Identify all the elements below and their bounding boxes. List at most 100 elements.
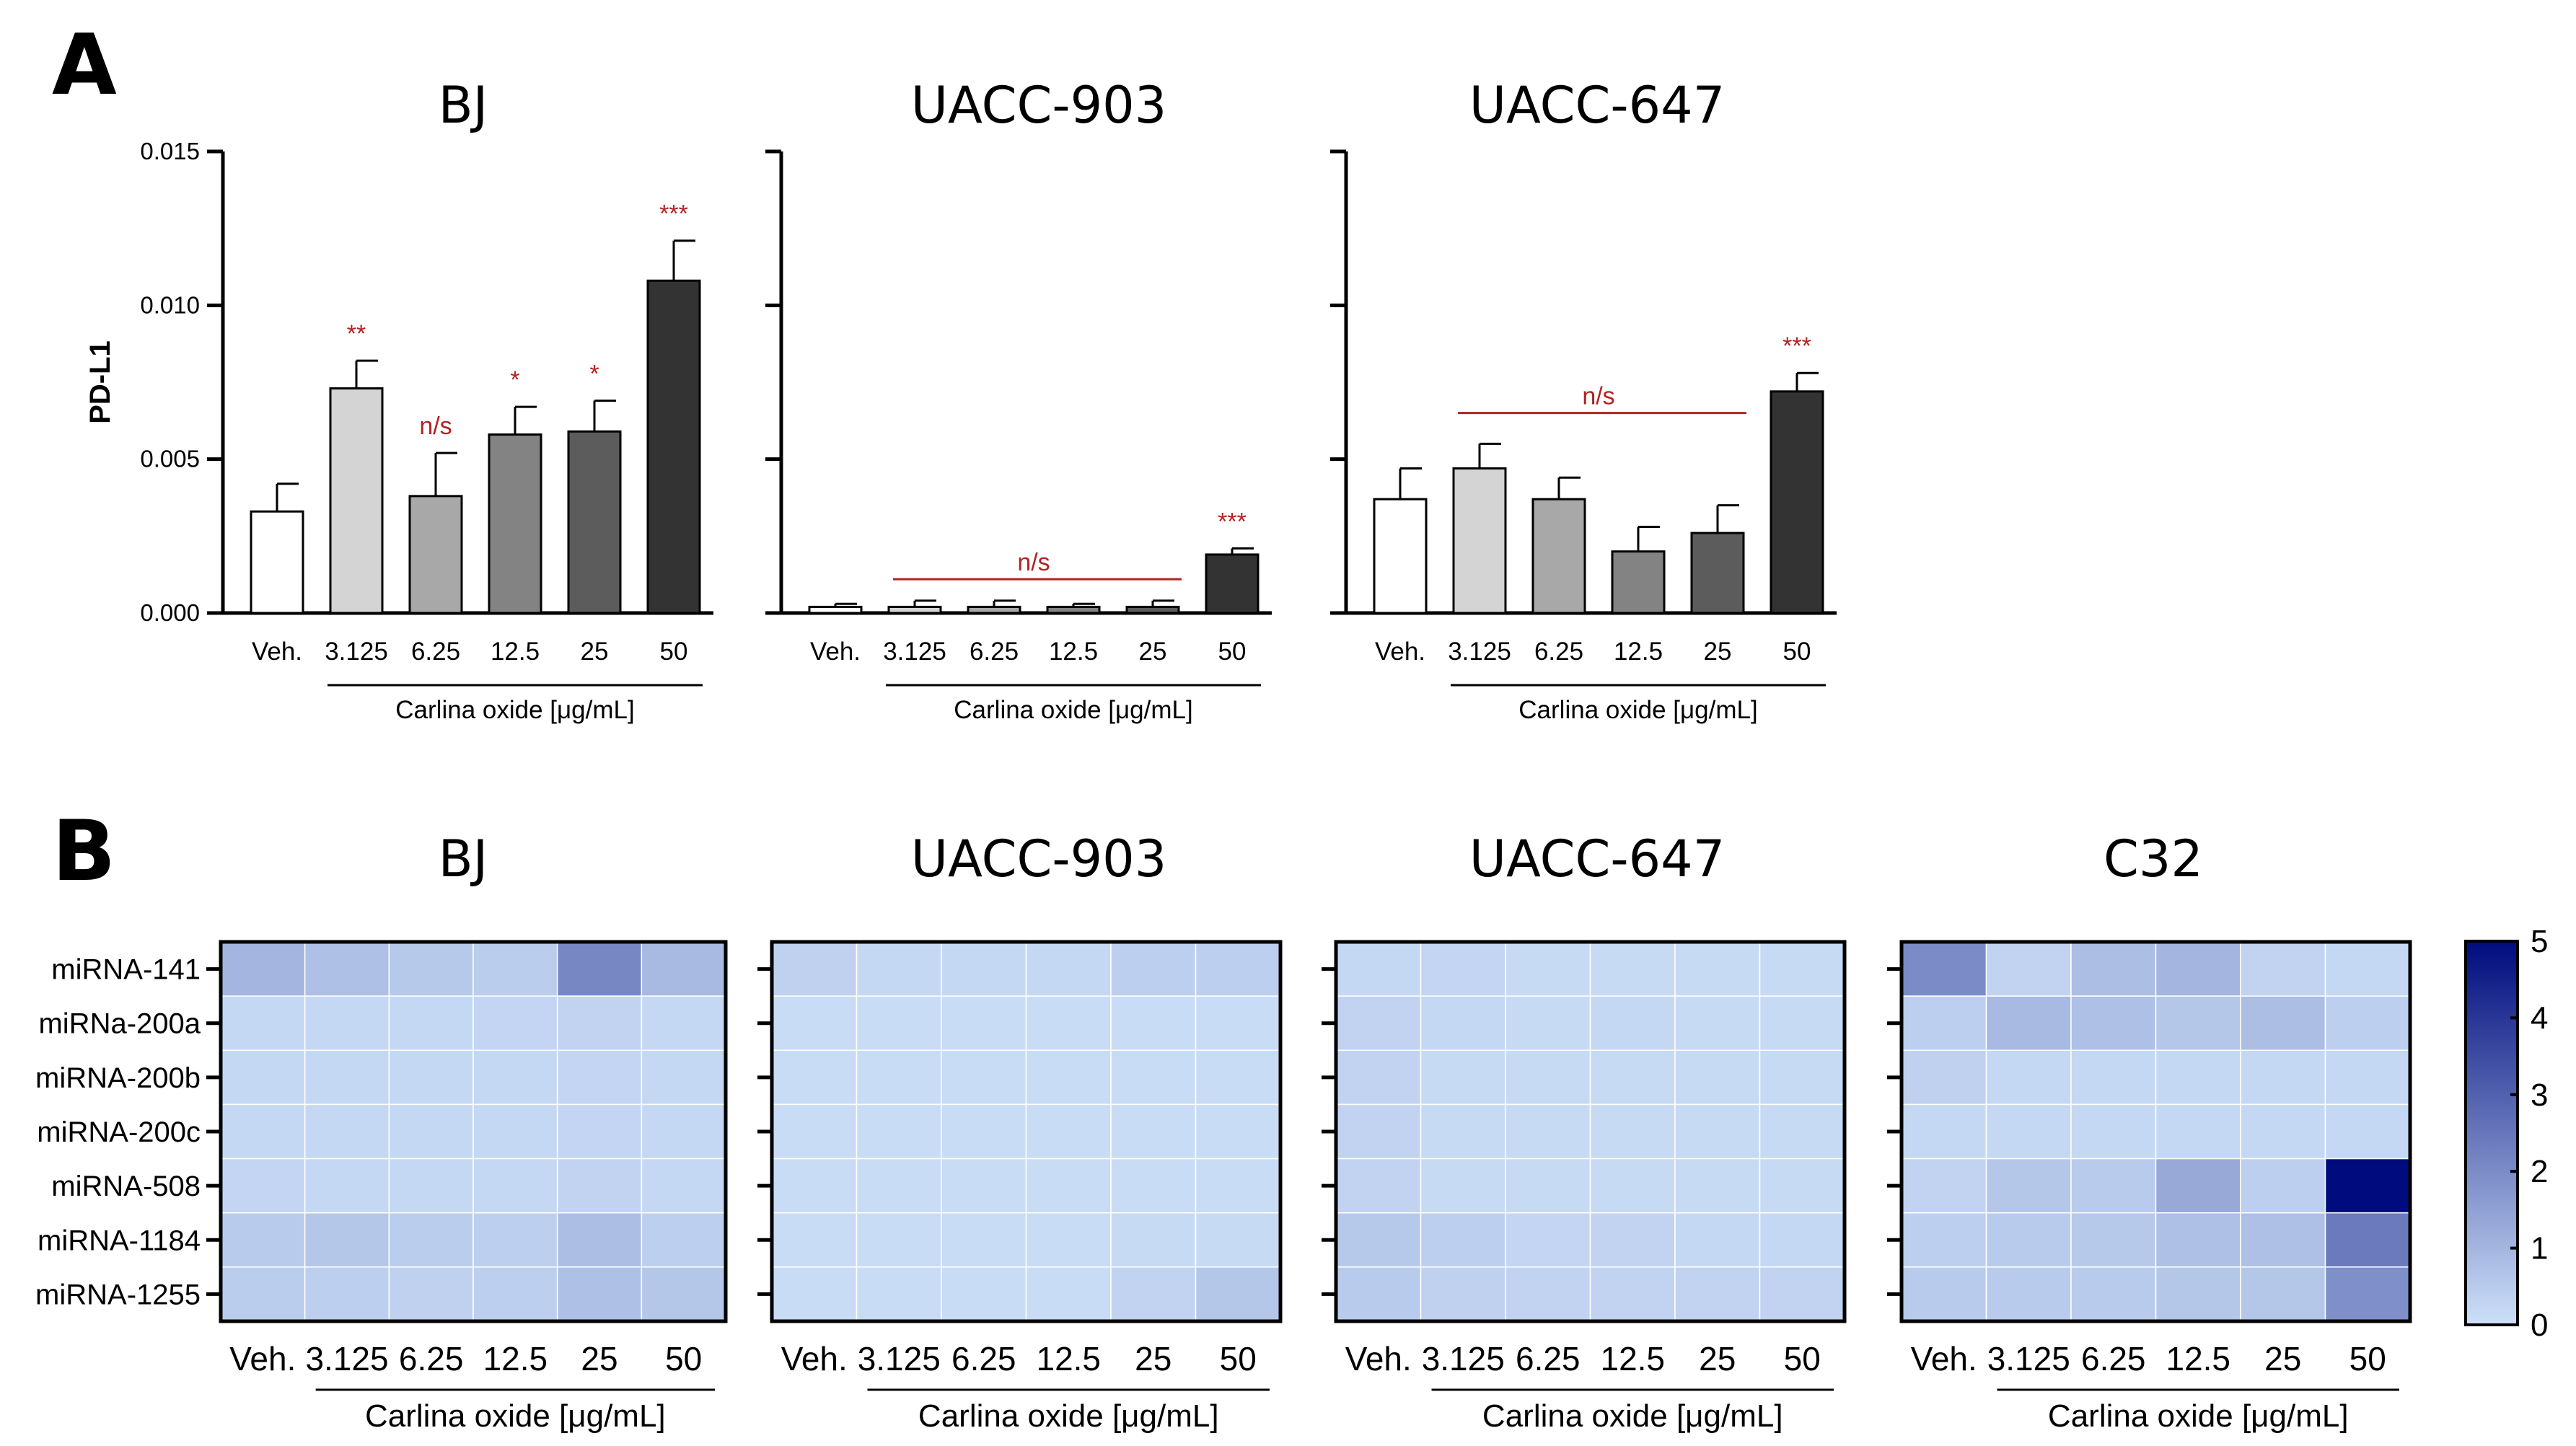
heatmap-cell [856, 1103, 942, 1160]
heatmap-cell [1985, 1049, 2072, 1106]
column-label: 6.25 [1516, 1340, 1581, 1377]
heatmap-cell [556, 995, 643, 1052]
heatmap-cell [472, 941, 558, 997]
heatmap-cell [220, 1158, 306, 1214]
heatmap-cell [2240, 1049, 2326, 1106]
heatmap-cell [641, 1212, 726, 1268]
heatmap-cell [641, 941, 726, 997]
heatmap-bj: BJ miRNA-141 miRNa-200a miRNA-200b miRNA-200… [35, 829, 728, 1434]
heatmap-cell [1505, 995, 1591, 1052]
y-axis-label: PD-L1 [84, 340, 116, 424]
heatmap-cell [388, 1212, 474, 1268]
heatmap-cell [1985, 1158, 2072, 1214]
column-label: 25 [1699, 1340, 1736, 1377]
heatmap-cell [771, 1266, 858, 1322]
heatmap-cell [1759, 1266, 1845, 1322]
heatmap-cell [2070, 941, 2157, 997]
y-tick-label: 0.010 [140, 291, 200, 318]
heatmap-cell [1025, 995, 1112, 1052]
heatmap-cell [2070, 995, 2157, 1052]
heatmap-cell [2240, 1212, 2326, 1268]
significance-label: ** [347, 320, 366, 348]
heatmap-title: BJ [439, 829, 488, 889]
heatmap-cell [1985, 1103, 2072, 1160]
chart-title: UACC-647 [1469, 76, 1726, 135]
heatmap-cell [1110, 1158, 1197, 1214]
heatmap-cell [1589, 1103, 1676, 1160]
heatmap-cell [472, 1049, 558, 1106]
heatmap-cell [1759, 1158, 1845, 1214]
row-label: miRNA-200c [37, 1116, 201, 1148]
colorbar-tick-label: 3 [2531, 1077, 2548, 1113]
heatmap-cell [1335, 1103, 1422, 1160]
heatmap-cell [1335, 941, 1422, 997]
heatmap-cell [856, 995, 942, 1052]
colorbar: 0 1 2 3 4 5 [2464, 924, 2548, 1343]
x-tick-label: 50 [1218, 638, 1247, 666]
row-label: miRNA-141 [51, 954, 201, 986]
heatmap-cell [1901, 1266, 1987, 1322]
heatmap-cell [1335, 1158, 1422, 1214]
heatmap-cell [472, 1266, 558, 1322]
x-tick-label: 25 [1139, 638, 1167, 666]
heatmap-frame [770, 940, 1283, 1323]
heatmap-cell [2324, 1266, 2411, 1322]
x-axis-label: Carlina oxide [μg/mL] [395, 696, 634, 724]
x-tick-label: 3.125 [325, 638, 388, 666]
heatmap-cell [1420, 1212, 1506, 1268]
heatmap-cell [2324, 1049, 2411, 1106]
x-tick-label: 25 [1704, 638, 1732, 666]
heatmap-cell [2324, 941, 2411, 997]
heatmap-cell [388, 1266, 474, 1322]
heatmap-cell [1420, 1158, 1506, 1214]
heatmap-cell [1759, 1212, 1845, 1268]
x-axis-label: Carlina oxide [μg/mL] [918, 1398, 1219, 1434]
column-label: Veh. [1345, 1340, 1412, 1377]
heatmap-cell [2070, 1266, 2157, 1322]
heatmap-cell [472, 995, 558, 1052]
heatmap-cell [641, 1158, 726, 1214]
heatmap-cell [1195, 1212, 1281, 1268]
column-label: Veh. [1911, 1340, 1977, 1377]
heatmap-cell [856, 1158, 942, 1214]
x-tick-label: 50 [660, 638, 688, 666]
panel-label-a: A [52, 17, 117, 114]
heatmap-cell [2324, 1103, 2411, 1160]
heatmap-frame [1334, 940, 1847, 1323]
bar-12-5 [488, 433, 542, 614]
x-tick-label: 6.25 [970, 638, 1019, 666]
x-tick-label: 12.5 [1049, 638, 1098, 666]
column-label: 25 [2264, 1340, 2301, 1377]
heatmap-cell [2155, 995, 2241, 1052]
x-tick-label: Veh. [1375, 638, 1425, 666]
row-label: miRNA-1255 [35, 1279, 201, 1310]
heatmap-cell [1985, 1212, 2072, 1268]
heatmap-cell [2324, 1212, 2411, 1268]
heatmap-cell [1025, 941, 1112, 997]
column-label: 3.125 [858, 1340, 941, 1377]
heatmap-cell [941, 1049, 1027, 1106]
heatmap-cell [941, 1212, 1027, 1268]
heatmap-cell [1901, 1049, 1987, 1106]
bar-12-5 [1046, 605, 1101, 614]
heatmap-cell [1901, 1158, 1987, 1214]
heatmap-cell [1335, 1266, 1422, 1322]
column-label: 25 [581, 1340, 617, 1377]
heatmap-cell [2240, 1266, 2326, 1322]
heatmap-cell [1025, 1266, 1112, 1322]
heatmap-cell [1505, 1158, 1591, 1214]
heatmap-cell [472, 1158, 558, 1214]
column-label: 50 [2349, 1340, 2386, 1377]
heatmap-cell [2155, 1212, 2241, 1268]
heatmap-cell [771, 1158, 858, 1214]
heatmap-cell [1901, 1212, 1987, 1268]
x-tick-label: 6.25 [1534, 638, 1583, 666]
heatmap-cell [1589, 995, 1676, 1052]
heatmap-cell [1335, 1212, 1422, 1268]
bar-25 [1125, 605, 1180, 614]
heatmap-cell [304, 1212, 390, 1268]
